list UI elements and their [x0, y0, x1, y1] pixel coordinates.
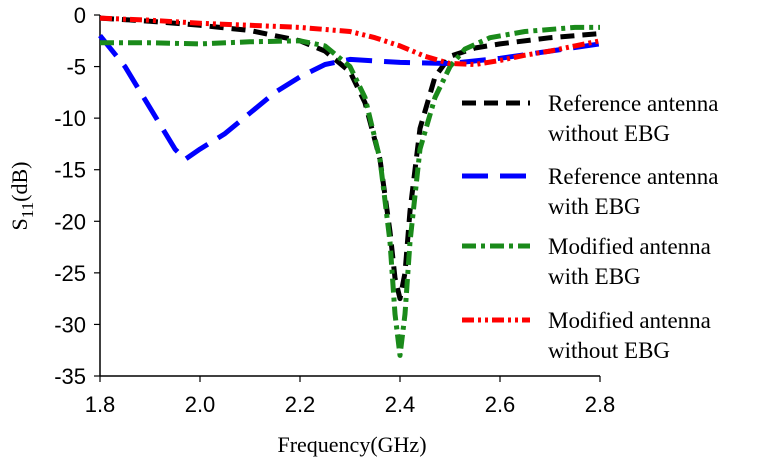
y-axis-label-main: S [7, 218, 32, 230]
y-tick-label: -5 [66, 55, 86, 80]
x-tick-label: 2.4 [385, 392, 416, 417]
legend-label-4: without EBG [548, 338, 670, 363]
legend-label-3: with EBG [548, 264, 641, 289]
axes: 1.8 2.0 2.2 2.4 2.6 2.8 0 -5 -10 -15 -20 -25 -30 -35 [54, 3, 615, 417]
legend-label-4: Modified antenna [548, 308, 711, 333]
legend-label-2: Reference antenna [548, 164, 718, 189]
y-tick-label: -35 [54, 364, 86, 389]
x-axis-label: Frequency(GHz) [277, 432, 426, 457]
y-tick-label: 0 [74, 3, 86, 28]
x-tick-label: 2.2 [285, 392, 316, 417]
legend-label-1: Reference antenna [548, 91, 718, 116]
legend-label-3: Modified antenna [548, 234, 711, 259]
y-axis-label-sub: 11 [18, 202, 37, 218]
legend-label-2: with EBG [548, 194, 641, 219]
x-tick-label: 1.8 [85, 392, 116, 417]
y-tick-label: -20 [54, 209, 86, 234]
y-tick-label: -30 [54, 312, 86, 337]
plot-area [98, 15, 601, 358]
y-tick-label: -10 [54, 106, 86, 131]
x-tick-label: 2.6 [485, 392, 516, 417]
y-tick-label: -15 [54, 158, 86, 183]
series-line-4 [99, 15, 601, 67]
x-tick-label: 2.0 [185, 392, 216, 417]
x-tick-label: 2.8 [585, 392, 616, 417]
y-axis-label: S11(dB) [7, 162, 37, 231]
series-line-3 [100, 24, 600, 358]
legend: Reference antenna without EBG Reference an… [462, 91, 718, 363]
axis-labels: Frequency(GHz) S11(dB) [7, 162, 427, 457]
series-line-1 [99, 15, 601, 302]
y-axis-label-unit: (dB) [7, 162, 32, 202]
series-line-2 [98, 34, 601, 162]
legend-label-1: without EBG [548, 121, 670, 146]
y-tick-label: -25 [54, 261, 86, 286]
